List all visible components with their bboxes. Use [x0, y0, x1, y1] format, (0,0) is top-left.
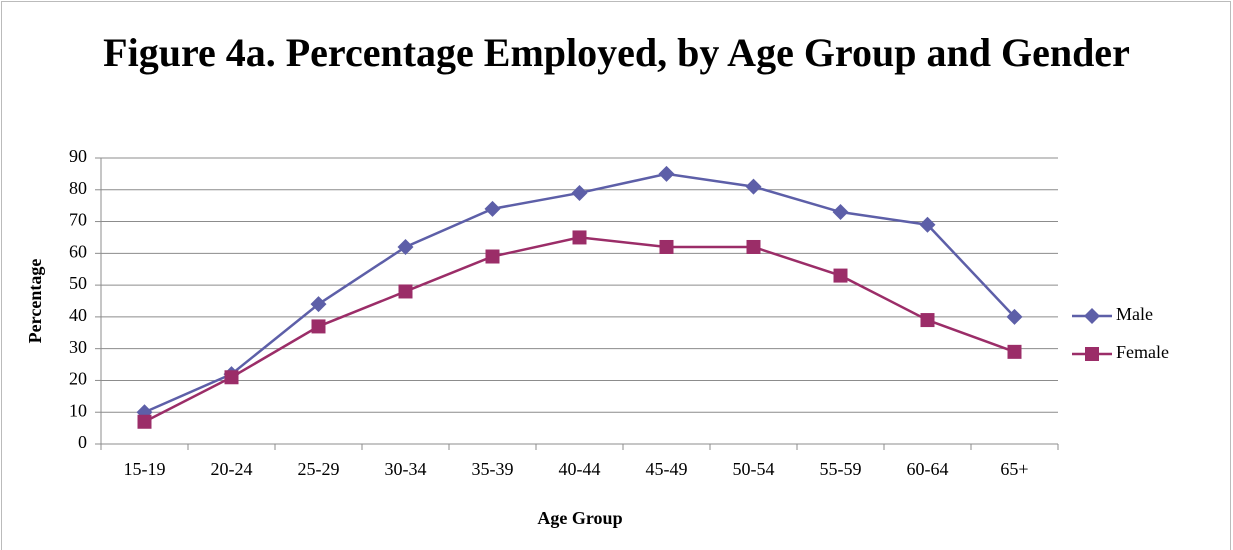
marker [833, 268, 848, 283]
marker [311, 319, 326, 334]
marker [745, 178, 762, 195]
y-tick-label: 30 [69, 337, 87, 357]
y-axis-label: Percentage [25, 259, 45, 344]
marker [1084, 308, 1100, 324]
series-line [143, 236, 1015, 423]
marker [571, 184, 588, 201]
x-tick-label: 20-24 [211, 459, 253, 479]
x-tick-label: 30-34 [385, 459, 427, 479]
x-tick-label: 65+ [1000, 459, 1028, 479]
x-tick-label: 25-29 [298, 459, 340, 479]
marker [659, 239, 674, 254]
marker [224, 370, 239, 385]
y-tick-label: 90 [69, 146, 87, 166]
x-axis-label: Age Group [537, 508, 622, 528]
y-tick-label: 80 [69, 178, 87, 198]
marker [484, 200, 501, 217]
marker [1006, 308, 1023, 325]
marker [920, 313, 935, 328]
y-tick-label: 10 [69, 400, 87, 420]
marker [572, 230, 587, 245]
legend-label: Female [1116, 342, 1169, 362]
x-tick-label: 15-19 [124, 459, 166, 479]
y-tick-label: 20 [69, 369, 87, 389]
chart-title: Figure 4a. Percentage Employed, by Age G… [103, 30, 1130, 75]
marker [1085, 347, 1099, 361]
marker [919, 216, 936, 233]
marker [310, 296, 327, 313]
marker [397, 238, 414, 255]
x-tick-label: 35-39 [472, 459, 514, 479]
x-tick-label: 45-49 [646, 459, 688, 479]
marker [658, 165, 675, 182]
marker [746, 239, 761, 254]
y-tick-label: 70 [69, 210, 87, 230]
y-tick-label: 50 [69, 273, 87, 293]
marker [398, 284, 413, 299]
marker [1007, 344, 1022, 359]
legend-label: Male [1116, 304, 1153, 324]
marker [137, 414, 152, 429]
y-tick-label: 60 [69, 241, 87, 261]
y-tick-label: 0 [78, 432, 87, 452]
series-line [143, 172, 1016, 414]
x-tick-label: 60-64 [907, 459, 949, 479]
y-tick-label: 40 [69, 305, 87, 325]
x-tick-label: 55-59 [820, 459, 862, 479]
marker [485, 249, 500, 264]
x-tick-label: 50-54 [733, 459, 775, 479]
x-tick-label: 40-44 [559, 459, 601, 479]
marker [832, 204, 849, 221]
